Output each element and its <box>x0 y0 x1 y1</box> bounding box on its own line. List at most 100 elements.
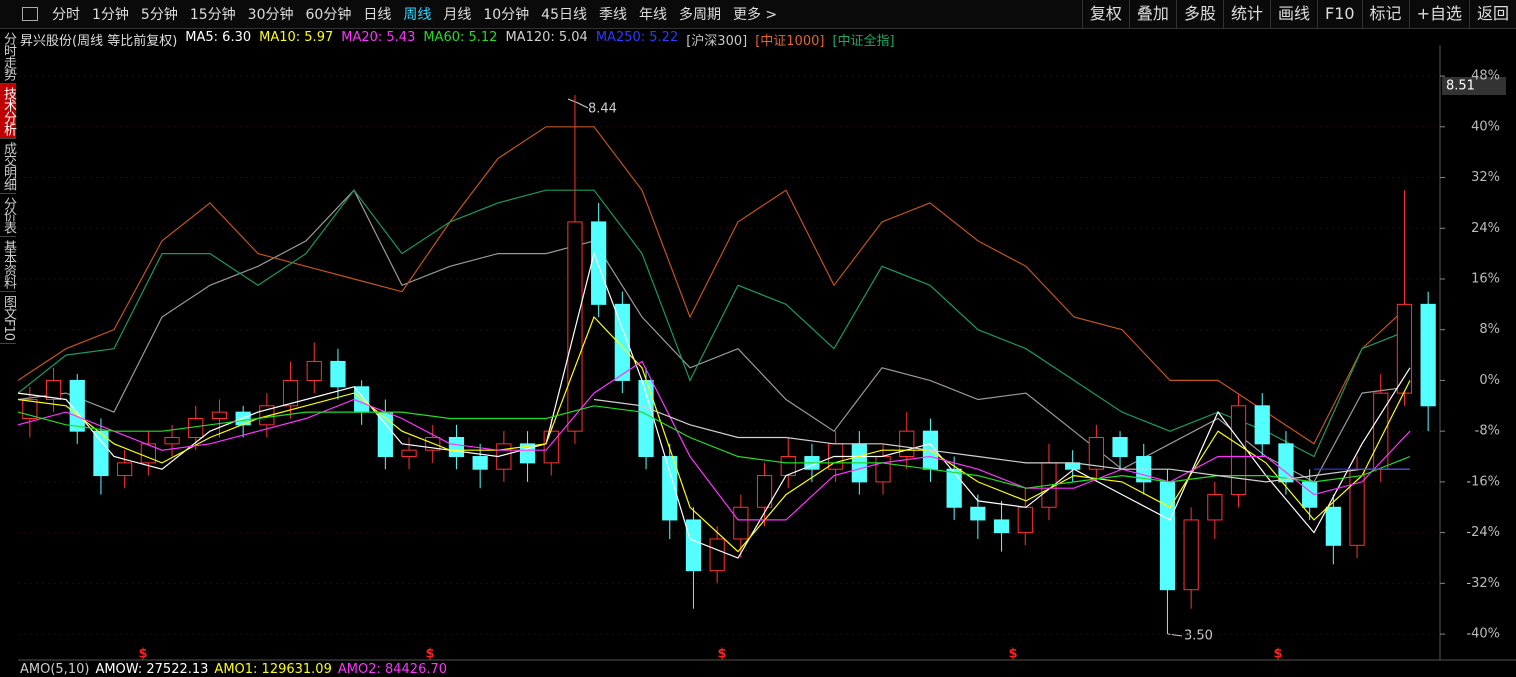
candle-body <box>472 456 488 470</box>
candle-body <box>1183 519 1199 591</box>
candle-body <box>330 360 346 388</box>
compare-line <box>17 189 1411 458</box>
tool-button[interactable]: 画线 <box>1269 0 1317 28</box>
side-tab[interactable]: 分时走势 <box>0 29 16 84</box>
period-button[interactable]: 年线 <box>638 7 667 23</box>
event-marker: $ <box>1008 647 1017 662</box>
candle-body <box>899 430 915 458</box>
y-tick-label: -40% <box>1466 627 1500 642</box>
indicator-value: AMO2: 84426.70 <box>337 662 448 677</box>
candle-body <box>1325 506 1341 546</box>
annotation-arrow <box>567 98 589 109</box>
tool-button[interactable]: 标记 <box>1361 0 1409 28</box>
candle-body <box>164 437 180 445</box>
candle-body <box>1159 481 1176 591</box>
event-marker: $ <box>717 647 726 662</box>
ma-legend: MA120: 5.04 <box>505 30 588 45</box>
indicator-value: AMO1: 129631.09 <box>214 662 332 677</box>
period-button[interactable]: 5分钟 <box>140 7 178 23</box>
candle-body <box>662 456 678 521</box>
candle-body <box>756 475 773 508</box>
candle-body <box>1230 405 1247 496</box>
side-tab[interactable]: 基本资料 <box>0 237 16 292</box>
period-button[interactable]: 更多 > <box>732 7 778 23</box>
candle-body <box>45 379 62 400</box>
candle-body <box>69 379 85 432</box>
candle-body <box>1207 494 1223 521</box>
candle-body <box>448 437 465 458</box>
period-button[interactable]: 60分钟 <box>305 7 352 23</box>
compare-legend[interactable]: [沪深300] <box>686 34 748 49</box>
candle-body <box>709 538 725 572</box>
candle-body <box>1017 506 1033 534</box>
compare-legend[interactable]: [中证1000] <box>755 34 825 49</box>
period-button[interactable]: 月线 <box>443 7 472 23</box>
ma-legend: MA250: 5.22 <box>595 30 679 45</box>
y-tick-label: 16% <box>1471 271 1500 286</box>
compare-legend[interactable]: [中证全指] <box>832 34 895 49</box>
candle-body <box>282 379 299 407</box>
tool-button[interactable]: F10 <box>1316 0 1362 28</box>
tool-button[interactable]: 叠加 <box>1128 0 1176 28</box>
period-button[interactable]: 分时 <box>52 7 80 23</box>
compare-line <box>17 126 1411 445</box>
period-button[interactable]: 季线 <box>598 7 627 23</box>
price-box <box>1442 77 1506 95</box>
side-tab[interactable]: 分价表 <box>0 194 16 237</box>
ma-legend: MA60: 5.12 <box>423 30 498 45</box>
tool-button[interactable]: 复权 <box>1081 0 1129 28</box>
side-tab[interactable]: 技术分析 <box>0 84 16 139</box>
tool-button[interactable]: 返回 <box>1468 0 1516 28</box>
compare-line <box>17 189 1411 483</box>
candle-body <box>946 468 962 508</box>
ma-line <box>17 315 1411 553</box>
candle-body <box>93 430 109 477</box>
period-button[interactable]: 1分钟 <box>92 7 129 23</box>
candle-body <box>188 417 204 439</box>
ma-line <box>593 398 1410 483</box>
tool-button[interactable]: +自选 <box>1408 0 1469 28</box>
tool-button[interactable]: 多股 <box>1175 0 1223 28</box>
candle-body <box>614 303 630 381</box>
y-tick-label: 0% <box>1479 373 1500 388</box>
candle-body <box>1254 405 1270 445</box>
ma-legend: MA20: 5.43 <box>341 30 416 45</box>
candle-body <box>1420 303 1436 407</box>
candle-body <box>1088 437 1104 470</box>
side-tab[interactable]: 图文F10 <box>0 292 16 345</box>
y-tick-label: 40% <box>1471 119 1500 134</box>
period-button[interactable]: 日线 <box>363 7 392 23</box>
candle-body <box>306 360 322 381</box>
candle-body <box>970 506 986 521</box>
candle-body <box>401 449 417 458</box>
side-tab[interactable]: 成交明细 <box>0 139 16 194</box>
indicator-legend: AMO(5,10) AMOW: 27522.13 AMO1: 129631.09 AM… <box>20 662 447 677</box>
legend: 昇兴股份(周线 等比前复权) MA5: 6.30 MA10: 5.97 MA20: 5… <box>20 30 895 49</box>
price-label: 8.51 <box>1446 79 1475 94</box>
toolbar: 分时 1分钟 5分钟 15分钟 30分钟 60分钟 日线 周线 月线 10分钟 45日线 季线 年线 多周… <box>0 0 1516 29</box>
candle-body <box>875 456 891 483</box>
layout-icon[interactable] <box>22 7 38 21</box>
period-button[interactable]: 10分钟 <box>483 7 530 23</box>
candle-body <box>519 443 536 464</box>
ma-line <box>17 251 1411 559</box>
candle-body <box>567 221 583 432</box>
ma-legend: MA5: 6.30 <box>185 30 252 45</box>
period-button[interactable]: 周线 <box>403 7 432 23</box>
candle-body <box>1373 392 1389 470</box>
ma-legend: MA10: 5.97 <box>259 30 334 45</box>
candle-body <box>140 443 156 464</box>
period-button[interactable]: 多周期 <box>678 7 721 23</box>
y-tick-label: 24% <box>1471 221 1500 236</box>
y-tick-label: 32% <box>1471 170 1500 185</box>
y-tick-label: -8% <box>1475 424 1500 439</box>
period-button[interactable]: 30分钟 <box>247 7 294 23</box>
ma-line <box>17 405 1411 489</box>
period-button[interactable]: 45日线 <box>541 7 587 23</box>
tool-button[interactable]: 统计 <box>1222 0 1270 28</box>
event-marker: $ <box>1273 647 1282 662</box>
candle-body <box>117 462 133 477</box>
indicator-value: AMOW: 27522.13 <box>95 662 209 677</box>
period-button[interactable]: 15分钟 <box>189 7 236 23</box>
